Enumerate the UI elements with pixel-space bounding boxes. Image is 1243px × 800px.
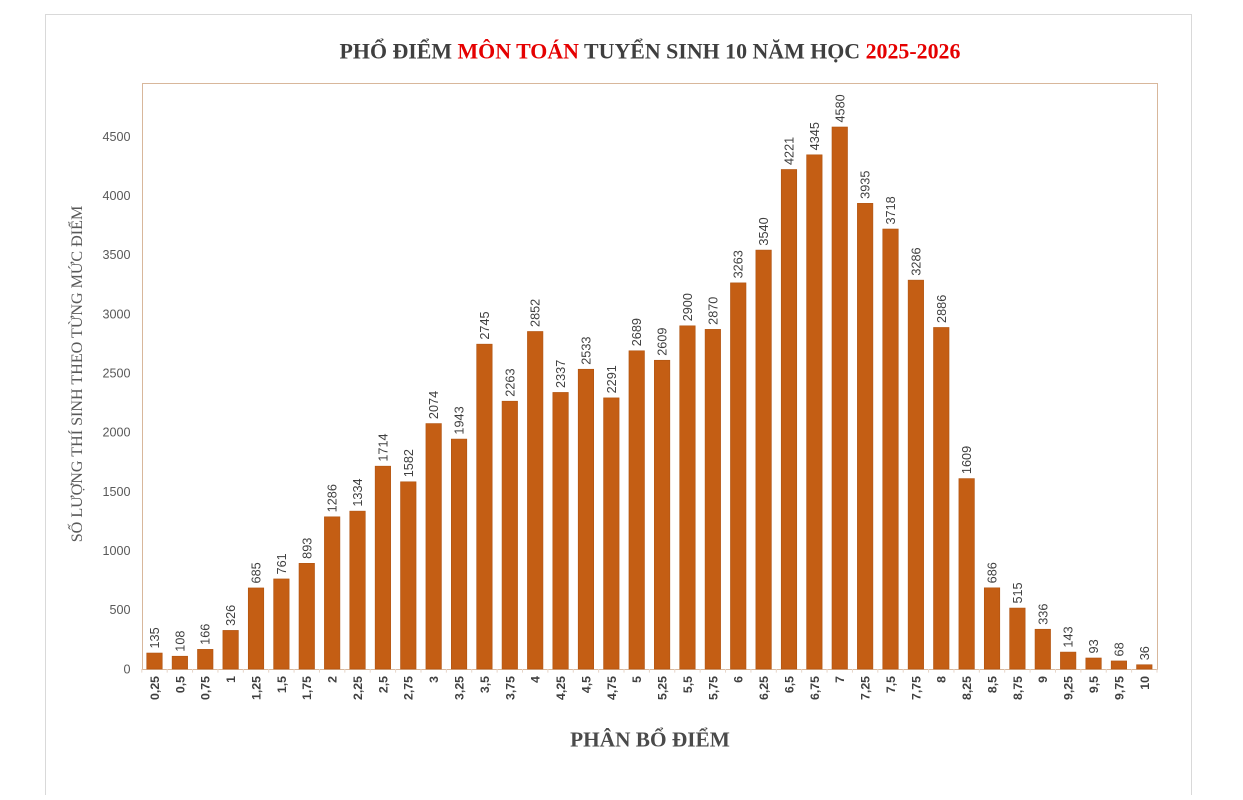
svg-text:4000: 4000 [102, 189, 130, 203]
svg-text:4: 4 [529, 676, 543, 683]
svg-text:7,75: 7,75 [909, 676, 923, 700]
svg-text:3263: 3263 [732, 250, 746, 278]
svg-text:3: 3 [427, 676, 441, 683]
svg-text:761: 761 [275, 553, 289, 574]
svg-text:3286: 3286 [909, 247, 923, 275]
svg-text:8,25: 8,25 [960, 676, 974, 700]
svg-text:1714: 1714 [376, 433, 390, 461]
svg-text:2745: 2745 [478, 311, 492, 339]
svg-text:1,75: 1,75 [300, 676, 314, 700]
svg-text:10: 10 [1138, 676, 1152, 690]
svg-text:93: 93 [1087, 639, 1101, 653]
svg-text:2,75: 2,75 [402, 676, 416, 700]
svg-text:5,25: 5,25 [656, 676, 670, 700]
svg-text:6,25: 6,25 [757, 676, 771, 700]
svg-text:8: 8 [935, 676, 949, 683]
svg-text:2291: 2291 [605, 365, 619, 393]
svg-text:2900: 2900 [681, 293, 695, 321]
svg-text:2852: 2852 [529, 299, 543, 327]
svg-text:1,5: 1,5 [275, 676, 289, 693]
svg-text:6,75: 6,75 [808, 676, 822, 700]
svg-text:2: 2 [326, 676, 340, 683]
svg-text:7,25: 7,25 [859, 676, 873, 700]
svg-text:2886: 2886 [935, 295, 949, 323]
svg-text:1500: 1500 [102, 485, 130, 499]
svg-text:2500: 2500 [102, 366, 130, 380]
svg-text:2,25: 2,25 [351, 676, 365, 700]
svg-text:6: 6 [732, 676, 746, 683]
svg-text:2689: 2689 [630, 318, 644, 346]
svg-text:9: 9 [1036, 676, 1050, 683]
svg-text:135: 135 [148, 627, 162, 648]
svg-text:0,5: 0,5 [173, 676, 187, 693]
svg-text:2533: 2533 [579, 337, 593, 365]
svg-text:515: 515 [1011, 582, 1025, 603]
svg-text:4,5: 4,5 [579, 676, 593, 693]
svg-text:4,75: 4,75 [605, 676, 619, 700]
svg-text:3718: 3718 [884, 196, 898, 224]
svg-text:2000: 2000 [102, 426, 130, 440]
svg-text:166: 166 [199, 624, 213, 645]
svg-text:3935: 3935 [859, 171, 873, 199]
svg-text:1609: 1609 [960, 446, 974, 474]
svg-text:3,25: 3,25 [453, 676, 467, 700]
svg-text:1286: 1286 [326, 484, 340, 512]
svg-text:9,25: 9,25 [1062, 676, 1076, 700]
svg-text:PHỔ ĐIỂM MÔN TOÁN TUYỂN SINH 1: PHỔ ĐIỂM MÔN TOÁN TUYỂN SINH 10 NĂM HỌC … [340, 38, 961, 63]
svg-text:SỐ LƯỢNG THÍ SINH THEO TỪNG MỨ: SỐ LƯỢNG THÍ SINH THEO TỪNG MỨC ĐIỂM [66, 206, 86, 543]
svg-text:1,25: 1,25 [249, 676, 263, 700]
svg-text:3000: 3000 [102, 307, 130, 321]
svg-text:3500: 3500 [102, 248, 130, 262]
svg-text:3540: 3540 [757, 217, 771, 245]
svg-text:5: 5 [630, 676, 644, 683]
svg-text:108: 108 [173, 631, 187, 652]
svg-text:893: 893 [300, 538, 314, 559]
svg-text:4221: 4221 [782, 137, 796, 165]
svg-text:326: 326 [224, 605, 238, 626]
svg-text:2263: 2263 [503, 368, 517, 396]
svg-text:4345: 4345 [808, 122, 822, 150]
svg-text:685: 685 [250, 562, 264, 583]
svg-text:1334: 1334 [351, 478, 365, 506]
svg-text:5,5: 5,5 [681, 676, 695, 693]
svg-text:4,25: 4,25 [554, 676, 568, 700]
svg-text:PHÂN BỔ ĐIỂM: PHÂN BỔ ĐIỂM [570, 728, 730, 752]
svg-text:500: 500 [109, 603, 130, 617]
svg-text:6,5: 6,5 [782, 676, 796, 693]
svg-text:36: 36 [1138, 646, 1152, 660]
svg-text:686: 686 [986, 562, 1000, 583]
svg-text:1000: 1000 [102, 544, 130, 558]
svg-text:0: 0 [123, 662, 130, 676]
svg-text:2609: 2609 [656, 328, 670, 356]
svg-text:2870: 2870 [706, 297, 720, 325]
svg-text:68: 68 [1112, 642, 1126, 656]
svg-text:0,75: 0,75 [199, 676, 213, 700]
svg-text:4500: 4500 [102, 130, 130, 144]
svg-text:0,25: 0,25 [148, 676, 162, 700]
svg-text:3,75: 3,75 [503, 676, 517, 700]
svg-text:7,5: 7,5 [884, 676, 898, 693]
svg-text:2,5: 2,5 [376, 676, 390, 693]
svg-text:8,5: 8,5 [985, 676, 999, 693]
svg-text:1943: 1943 [453, 406, 467, 434]
svg-text:4580: 4580 [833, 94, 847, 122]
svg-text:2337: 2337 [554, 360, 568, 388]
svg-text:8,75: 8,75 [1011, 676, 1025, 700]
svg-text:143: 143 [1062, 626, 1076, 647]
svg-text:7: 7 [833, 676, 847, 683]
svg-text:3,5: 3,5 [478, 676, 492, 693]
svg-text:5,75: 5,75 [706, 676, 720, 700]
svg-text:2074: 2074 [427, 391, 441, 419]
svg-text:9,75: 9,75 [1112, 676, 1126, 700]
svg-text:1582: 1582 [402, 449, 416, 477]
svg-text:336: 336 [1036, 604, 1050, 625]
svg-text:1: 1 [224, 676, 238, 683]
svg-text:9,5: 9,5 [1087, 676, 1101, 693]
